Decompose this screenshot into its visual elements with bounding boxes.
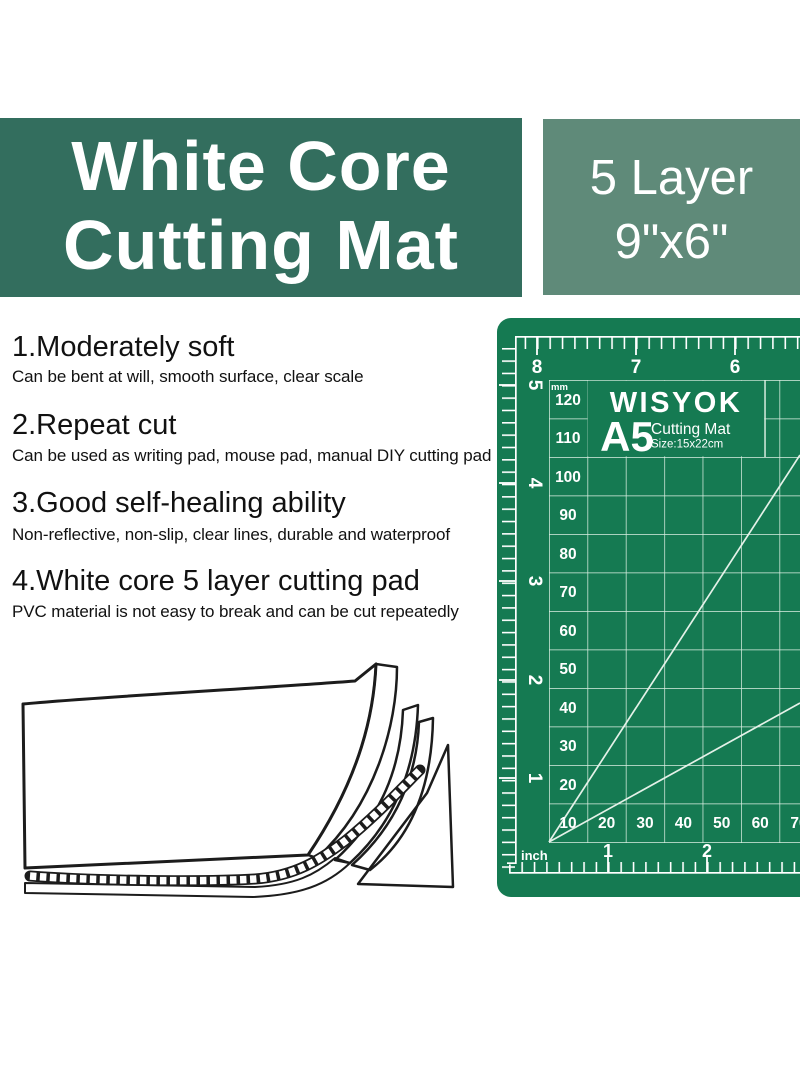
title-line-1: White Core	[71, 127, 451, 205]
mat-brand-block: WISYOK A5 Cutting Mat Size:15x22cm	[587, 380, 766, 460]
inch-label: 8	[532, 357, 543, 378]
badge-line-2: 9"x6"	[614, 215, 729, 269]
mm-label: 50	[559, 661, 576, 678]
mm-label: 60	[752, 815, 769, 832]
mm-label: 80	[559, 546, 576, 563]
brand-name: WISYOK	[610, 387, 743, 419]
mm-label: 40	[675, 815, 692, 832]
mm-label: 10	[559, 815, 576, 832]
mm-label: 30	[636, 815, 653, 832]
stitch-band-squares	[29, 767, 423, 885]
model-label: A5	[600, 413, 654, 460]
inch-label: 2	[524, 675, 545, 686]
layer-top-green	[21, 662, 378, 870]
mm-label: 70	[790, 815, 800, 832]
mat-grid	[548, 380, 800, 843]
mat-mm-column: mm 120 110 100 90 80 70 60 50 40 30 20 1…	[551, 382, 581, 832]
inch-label: 1	[603, 841, 613, 861]
mat-mm-row: 20 30 40 50 60 70	[598, 815, 800, 832]
badge-line-1: 5 Layer	[589, 151, 754, 205]
mm-label: 40	[559, 700, 576, 717]
inch-label: 3	[524, 576, 545, 587]
angle-line-30deg	[548, 702, 800, 843]
inch-label: 5	[524, 380, 545, 391]
mat-left-ruler: 5 4 3 2 1	[499, 336, 545, 871]
product-title-banner: White Core Cutting Mat	[0, 118, 522, 297]
inch-label: 6	[730, 357, 741, 378]
inch-unit-label: inch	[521, 848, 548, 863]
mm-label: 90	[559, 507, 576, 524]
mm-label: 70	[559, 584, 576, 601]
layer-white-2	[350, 716, 435, 872]
mm-label: 20	[598, 815, 615, 832]
feature-1-heading: 1.Moderately soft	[12, 331, 235, 363]
inch-label: 4	[524, 478, 545, 489]
feature-3-description: Non-reflective, non-slip, clear lines, d…	[12, 525, 451, 544]
layer-bottom-green	[356, 743, 455, 889]
mat-bottom-ruler: inch 1 2	[509, 841, 800, 874]
cutting-mat-photo: WISYOK A5 Cutting Mat Size:15x22cm mm 12…	[497, 318, 800, 897]
feature-4-heading: 4.White core 5 layer cutting pad	[12, 565, 420, 597]
feature-2-heading: 2.Repeat cut	[12, 409, 177, 441]
mm-label: 20	[559, 777, 576, 794]
mm-label: 30	[559, 738, 576, 755]
mm-label: 50	[713, 815, 730, 832]
angle-line-60deg	[548, 454, 800, 843]
mat-top-ruler: 8 7 6	[515, 336, 800, 378]
mm-label: 60	[559, 623, 576, 640]
product-name-label: Cutting Mat	[651, 421, 731, 438]
mm-unit-label: mm	[551, 382, 568, 393]
size-badge: 5 Layer 9"x6"	[543, 119, 800, 295]
feature-2-description: Can be used as writing pad, mouse pad, m…	[12, 446, 492, 465]
mm-label: 120	[555, 392, 581, 409]
inch-label: 1	[524, 773, 545, 784]
inch-label: 2	[702, 841, 712, 861]
cutting-mat-graphic: WISYOK A5 Cutting Mat Size:15x22cm mm 12…	[499, 336, 800, 874]
layer-under-strip	[24, 857, 351, 898]
mm-label: 110	[555, 430, 580, 447]
inch-label: 7	[631, 357, 642, 378]
layer-white-core-dotted	[333, 703, 420, 865]
feature-4-description: PVC material is not easy to break and ca…	[12, 602, 459, 621]
title-line-2: Cutting Mat	[63, 206, 459, 284]
size-spec-label: Size:15x22cm	[651, 439, 723, 451]
feature-3-heading: 3.Good self-healing ability	[12, 487, 346, 519]
five-layer-illustration	[21, 662, 455, 898]
mm-label: 100	[555, 469, 581, 486]
feature-1-description: Can be bent at will, smooth surface, cle…	[12, 367, 364, 386]
